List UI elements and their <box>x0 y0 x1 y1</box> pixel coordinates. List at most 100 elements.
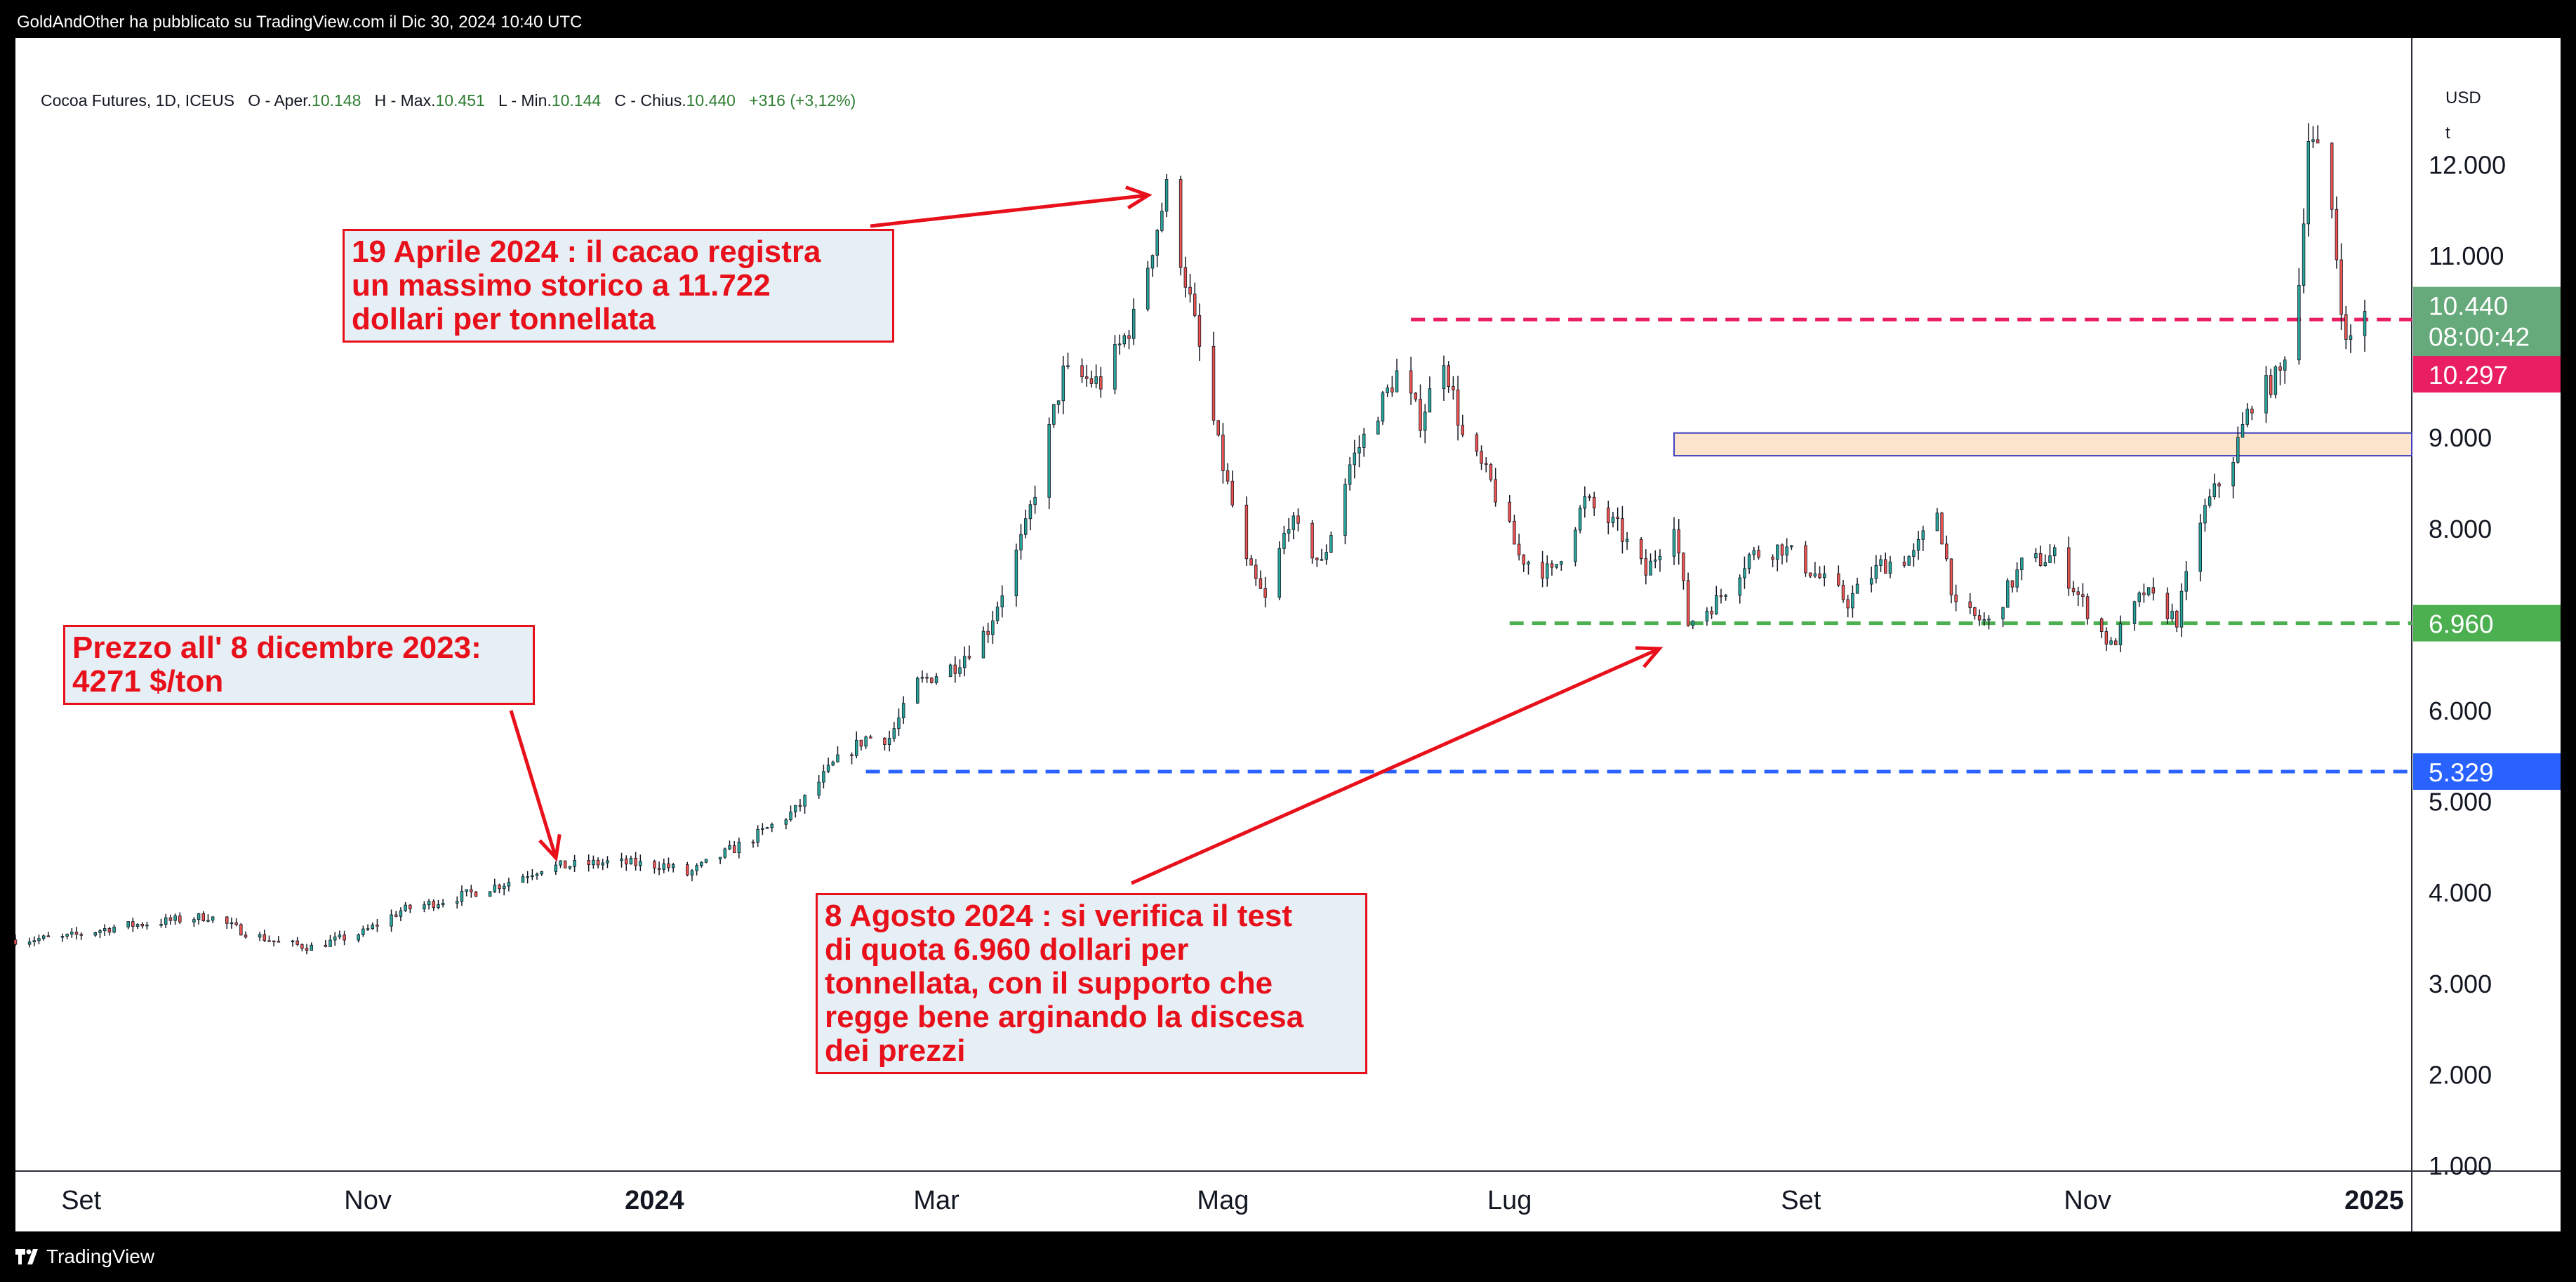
candle-body <box>1014 549 1018 597</box>
candle-body <box>2006 580 2010 608</box>
candle-body <box>1790 545 1793 548</box>
candle-body <box>1211 345 1216 421</box>
candle-body <box>1066 365 1070 367</box>
candle-body <box>1226 470 1230 482</box>
candle-body <box>2330 143 2334 210</box>
candle-body <box>2020 557 2024 571</box>
candle-body <box>2240 424 2245 438</box>
candle-body <box>822 771 825 783</box>
candle-body <box>1197 315 1202 347</box>
candle-body <box>1376 421 1380 435</box>
candle-body <box>620 858 623 861</box>
candle-body <box>1131 308 1136 339</box>
candle-body <box>531 875 534 878</box>
candle-body <box>737 841 741 854</box>
candle-body <box>173 916 177 921</box>
candle-body <box>1686 580 1690 626</box>
candle-body <box>1099 376 1103 390</box>
candle-body <box>1216 420 1220 436</box>
ohlc-legend: Cocoa Futures, 1D, ICEUS O - Aper.10.148… <box>41 91 856 110</box>
x-tick-label: Mar <box>913 1186 960 1215</box>
candle-body <box>1621 518 1624 542</box>
candle-body <box>1179 179 1183 268</box>
candle-body <box>13 939 18 945</box>
candle-body <box>1080 365 1084 378</box>
candle-body <box>2184 571 2188 592</box>
candle-body <box>70 932 74 934</box>
candle-body <box>2278 366 2282 371</box>
candle-body <box>1263 588 1267 598</box>
candle-body <box>1390 388 1394 392</box>
candle-body <box>596 859 600 866</box>
candle-body <box>1639 538 1643 560</box>
y-tick-label: 9.000 <box>2429 423 2492 452</box>
high-label: H - Max. <box>374 91 436 110</box>
candle-body <box>272 940 276 942</box>
currency-label[interactable]: USD <box>2445 88 2481 107</box>
y-tick-label: 3.000 <box>2429 970 2492 998</box>
candle-body <box>850 754 854 756</box>
candle-body <box>962 656 967 668</box>
low-value: 10.144 <box>551 91 602 110</box>
candle-body <box>1625 538 1629 542</box>
candle-body <box>770 824 774 828</box>
candle-body <box>836 754 839 762</box>
candle-body <box>2349 335 2353 340</box>
x-tick-label: 2024 <box>625 1186 684 1215</box>
y-tick-label: 1.000 <box>2429 1151 2492 1180</box>
candle-body <box>1320 559 1324 561</box>
candle-body <box>328 939 332 947</box>
candle-body <box>2316 139 2320 144</box>
candle-body <box>470 889 473 892</box>
candle-body <box>930 678 934 683</box>
candle-body <box>1785 546 1788 556</box>
candle-body <box>2071 588 2076 593</box>
candle-body <box>901 703 905 718</box>
candle-body <box>1019 534 1023 550</box>
candle-body <box>1776 544 1779 560</box>
candle-body <box>394 914 398 917</box>
candle-body <box>441 902 445 905</box>
candle-body <box>201 913 206 921</box>
publish-info-bar: GoldAndOther ha pubblicato su TradingVie… <box>0 0 2576 38</box>
open-value: 10.148 <box>312 91 361 110</box>
candle-body <box>1183 267 1188 288</box>
candle-body <box>1315 557 1319 560</box>
candle-body <box>263 934 267 941</box>
candle-body <box>1644 558 1648 576</box>
candle-body <box>831 761 835 766</box>
candle-body <box>1489 464 1493 480</box>
candle-body <box>432 901 436 908</box>
candle-body <box>639 861 642 866</box>
candle-body <box>1259 578 1263 589</box>
candle-body <box>1705 610 1709 622</box>
candle-body <box>41 935 46 939</box>
candle-body <box>967 656 971 659</box>
candle-body <box>1574 529 1577 562</box>
candle-body <box>305 948 309 951</box>
tradingview-logo[interactable]: TradingView <box>15 1245 154 1268</box>
open-label: O - Aper. <box>248 91 312 110</box>
candle-body <box>728 845 731 850</box>
candle-body <box>37 938 41 941</box>
candle-body <box>423 904 426 910</box>
candle-body <box>1649 560 1652 576</box>
candle-body <box>296 940 299 945</box>
candle-body <box>1127 335 1131 339</box>
candle-body <box>1343 484 1347 536</box>
candle-body <box>1546 563 1549 579</box>
candle-body <box>1386 388 1389 393</box>
candle-body <box>404 904 407 911</box>
candle-body <box>657 867 661 870</box>
candle-body <box>1743 568 1746 579</box>
candle-body <box>521 876 525 883</box>
unit-label[interactable]: t <box>2445 124 2450 143</box>
x-tick-label: Nov <box>344 1186 392 1215</box>
candle-body <box>817 781 821 796</box>
candle-body <box>1855 583 1859 594</box>
candle-body <box>1804 545 1807 574</box>
candle-body <box>2236 437 2240 463</box>
annotation-test: 8 Agosto 2024 : si verifica il test di q… <box>816 893 1367 1074</box>
candle-body <box>892 728 896 739</box>
